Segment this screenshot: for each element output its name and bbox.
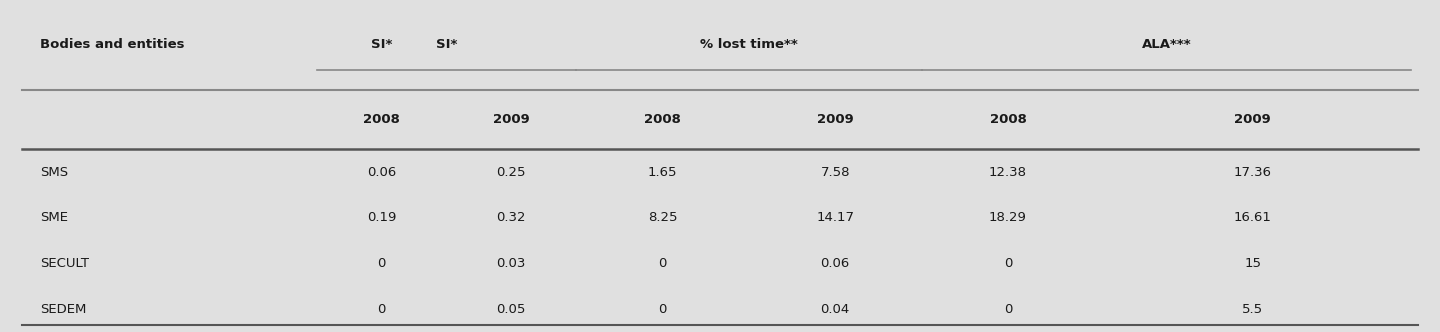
Text: SI*: SI* <box>372 38 392 51</box>
Text: 8.25: 8.25 <box>648 211 677 224</box>
Text: SME: SME <box>40 211 68 224</box>
Text: Bodies and entities: Bodies and entities <box>40 38 184 51</box>
Text: 2009: 2009 <box>1234 113 1272 126</box>
Text: 12.38: 12.38 <box>989 166 1027 179</box>
Text: 0.19: 0.19 <box>367 211 396 224</box>
Text: SECULT: SECULT <box>40 257 89 270</box>
Text: 0.06: 0.06 <box>367 166 396 179</box>
Text: 0: 0 <box>658 303 667 316</box>
Text: 0: 0 <box>1004 257 1012 270</box>
Text: 2008: 2008 <box>363 113 400 126</box>
Text: 2008: 2008 <box>989 113 1027 126</box>
Text: 16.61: 16.61 <box>1234 211 1272 224</box>
Text: 7.58: 7.58 <box>821 166 850 179</box>
Text: 1.65: 1.65 <box>648 166 677 179</box>
Text: 5.5: 5.5 <box>1243 303 1263 316</box>
Text: 0.06: 0.06 <box>821 257 850 270</box>
Text: 18.29: 18.29 <box>989 211 1027 224</box>
Text: 0: 0 <box>377 303 386 316</box>
Text: 2009: 2009 <box>816 113 854 126</box>
Text: % lost time**: % lost time** <box>700 38 798 51</box>
Text: 0: 0 <box>658 257 667 270</box>
Text: 2008: 2008 <box>644 113 681 126</box>
Text: 0.32: 0.32 <box>497 211 526 224</box>
Text: 0: 0 <box>377 257 386 270</box>
Text: 0.04: 0.04 <box>821 303 850 316</box>
Text: 0: 0 <box>1004 303 1012 316</box>
Text: 14.17: 14.17 <box>816 211 854 224</box>
Text: ALA***: ALA*** <box>1142 38 1191 51</box>
Text: SI*: SI* <box>436 38 456 51</box>
Text: SEDEM: SEDEM <box>40 303 86 316</box>
Text: 0.05: 0.05 <box>497 303 526 316</box>
Text: 0.25: 0.25 <box>497 166 526 179</box>
Text: 0.03: 0.03 <box>497 257 526 270</box>
Text: 2009: 2009 <box>492 113 530 126</box>
Text: 17.36: 17.36 <box>1234 166 1272 179</box>
Text: 15: 15 <box>1244 257 1261 270</box>
Text: SMS: SMS <box>40 166 69 179</box>
